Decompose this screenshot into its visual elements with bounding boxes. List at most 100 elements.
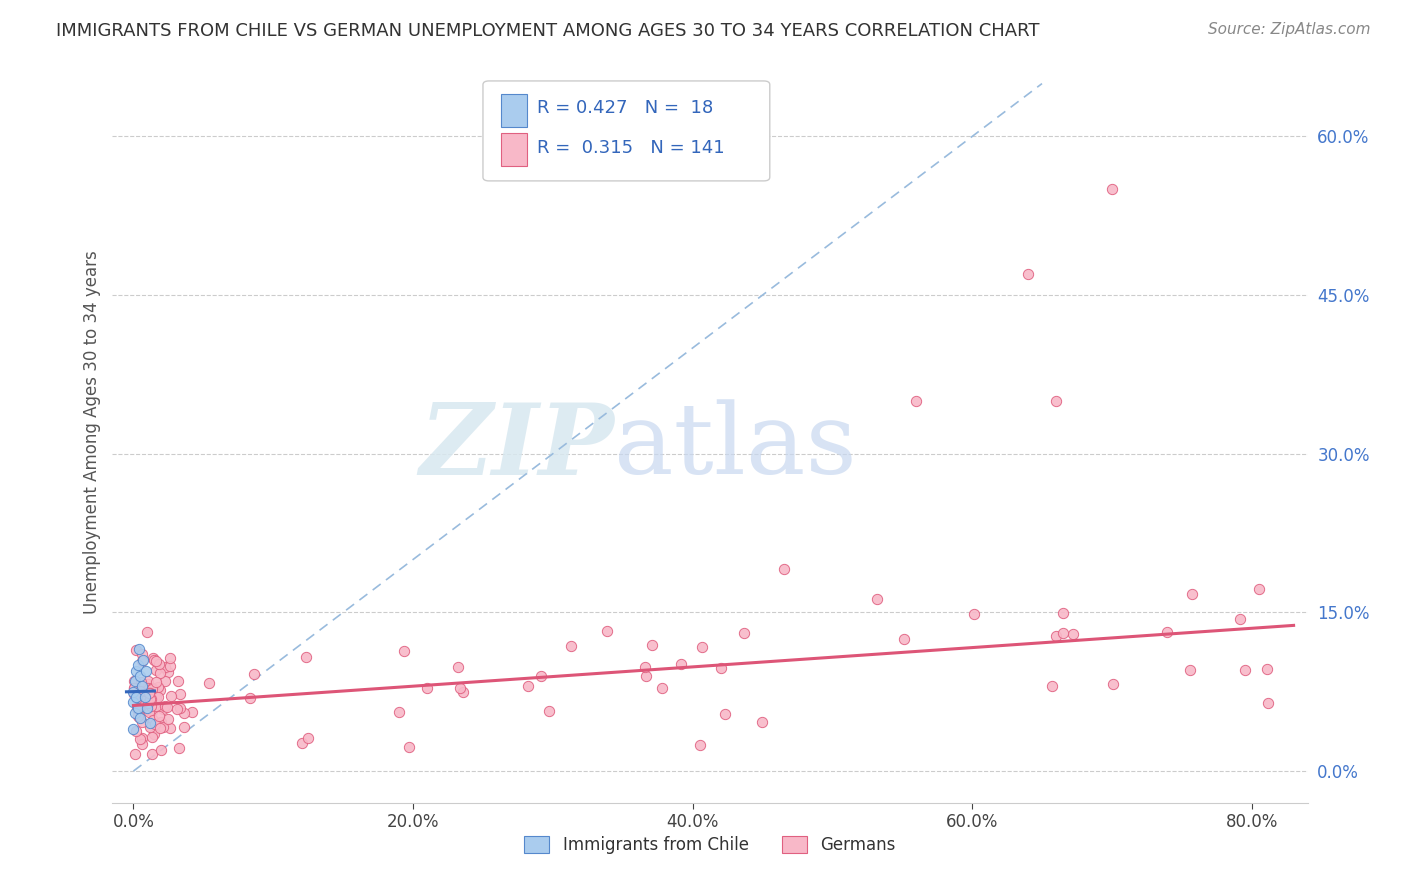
Point	[297, 731, 319, 745]
Point	[138, 706, 160, 720]
Point	[143, 727, 166, 741]
Point	[131, 714, 153, 729]
Point	[131, 680, 153, 694]
Point	[122, 681, 145, 695]
Point	[1156, 624, 1178, 639]
Point	[159, 722, 181, 736]
Point	[132, 653, 155, 667]
Point	[127, 700, 149, 714]
Point	[127, 709, 149, 723]
Point	[122, 687, 145, 701]
Point	[714, 707, 737, 722]
Point	[145, 674, 167, 689]
Point	[1045, 393, 1067, 408]
FancyBboxPatch shape	[501, 133, 527, 166]
Point	[128, 710, 150, 724]
Point	[129, 711, 152, 725]
Point	[143, 690, 166, 704]
Point	[669, 657, 692, 671]
Point	[141, 704, 163, 718]
Point	[131, 731, 153, 745]
Point	[651, 681, 673, 696]
Point	[127, 658, 149, 673]
Point	[129, 674, 152, 689]
Point	[143, 682, 166, 697]
Point	[453, 684, 475, 698]
Legend: Immigrants from Chile, Germans: Immigrants from Chile, Germans	[517, 830, 903, 861]
Point	[449, 681, 471, 695]
Point	[132, 694, 155, 708]
Point	[169, 740, 191, 755]
Point	[394, 644, 416, 658]
Point	[145, 663, 167, 677]
Point	[398, 739, 420, 754]
Point	[689, 738, 711, 752]
Point	[153, 698, 176, 713]
Point	[905, 393, 928, 408]
Point	[148, 709, 170, 723]
Point	[135, 664, 157, 678]
Point	[124, 747, 146, 762]
Point	[127, 702, 149, 716]
Point	[1052, 606, 1074, 620]
Point	[153, 660, 176, 674]
Text: Source: ZipAtlas.com: Source: ZipAtlas.com	[1208, 22, 1371, 37]
Point	[136, 700, 159, 714]
Point	[1102, 677, 1125, 691]
Point	[148, 657, 170, 671]
Point	[733, 626, 755, 640]
Point	[149, 683, 172, 698]
Point	[166, 702, 188, 716]
Point	[538, 704, 561, 718]
Point	[634, 660, 657, 674]
Point	[169, 687, 191, 701]
Point	[122, 722, 145, 736]
Point	[122, 685, 145, 699]
Point	[388, 705, 411, 719]
Point	[1045, 629, 1067, 643]
Point	[239, 691, 262, 706]
Point	[135, 625, 157, 640]
Point	[135, 703, 157, 717]
Point	[141, 730, 163, 744]
Point	[1040, 679, 1063, 693]
Point	[157, 712, 180, 726]
Point	[866, 591, 889, 606]
Text: atlas: atlas	[614, 400, 858, 495]
Point	[146, 690, 169, 704]
Point	[138, 686, 160, 700]
Point	[447, 660, 470, 674]
Point	[150, 742, 173, 756]
Point	[124, 674, 146, 689]
Point	[156, 699, 179, 714]
Point	[1052, 626, 1074, 640]
Point	[198, 675, 221, 690]
Point	[893, 632, 915, 646]
Point	[131, 693, 153, 707]
Point	[136, 681, 159, 695]
Point	[169, 700, 191, 714]
Point	[152, 720, 174, 734]
Point	[125, 690, 148, 704]
Point	[773, 562, 796, 576]
Point	[136, 696, 159, 710]
Point	[1233, 664, 1256, 678]
Point	[159, 658, 181, 673]
Point	[131, 647, 153, 661]
Point	[1062, 627, 1084, 641]
Point	[173, 720, 195, 734]
Point	[139, 691, 162, 706]
Point	[125, 724, 148, 739]
Point	[145, 690, 167, 704]
Point	[1017, 267, 1039, 281]
Point	[1178, 663, 1201, 677]
Point	[636, 668, 658, 682]
Point	[141, 747, 163, 762]
Point	[710, 660, 733, 674]
Point	[149, 721, 172, 735]
Point	[152, 701, 174, 715]
Point	[128, 702, 150, 716]
Point	[136, 677, 159, 691]
Point	[159, 651, 181, 665]
Point	[157, 665, 180, 679]
